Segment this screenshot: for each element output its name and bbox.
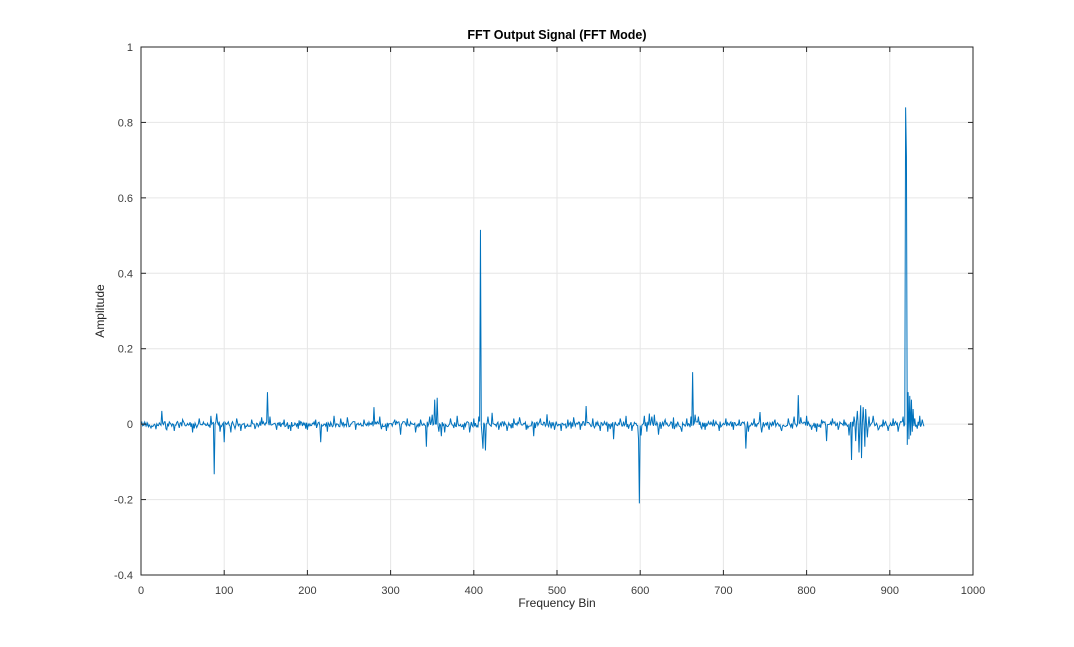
x-tick-label: 1000 [961, 585, 985, 597]
x-tick-label: 600 [631, 585, 649, 597]
x-tick-label: 0 [138, 585, 144, 597]
y-tick-label: 0.8 [118, 117, 133, 129]
y-axis-label-text: Amplitude [93, 284, 107, 338]
y-tick-label: 0.6 [118, 193, 133, 205]
y-tick-label: 1 [127, 42, 133, 54]
y-tick-label: 0.2 [118, 344, 133, 356]
x-tick-label: 900 [881, 585, 899, 597]
y-tick-label: 0.4 [118, 268, 133, 280]
x-tick-label: 400 [465, 585, 483, 597]
fft-signal-line [140, 107, 925, 504]
y-tick-label: 0 [127, 419, 133, 431]
y-tick-label: -0.2 [114, 495, 133, 507]
x-axis-label: Frequency Bin [518, 596, 596, 610]
x-tick-label: 500 [548, 585, 566, 597]
x-tick-label: 100 [215, 585, 233, 597]
x-tick-label: 700 [714, 585, 732, 597]
y-tick-label: -0.4 [114, 570, 133, 582]
x-tick-label: 200 [298, 585, 316, 597]
x-tick-label: 300 [381, 585, 399, 597]
plot-title: FFT Output Signal (FFT Mode) [467, 28, 647, 42]
x-tick-label: 800 [797, 585, 815, 597]
